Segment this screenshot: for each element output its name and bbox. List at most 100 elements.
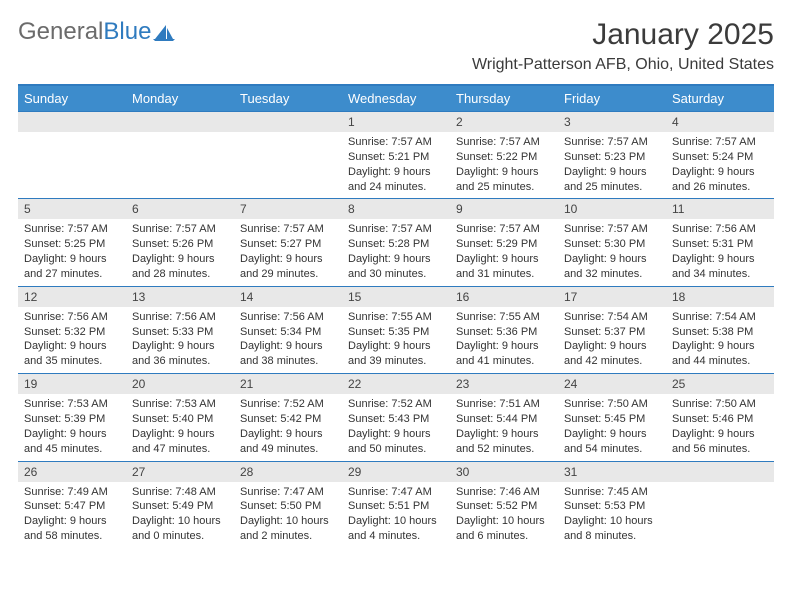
- day-header-cell: Sunday: [18, 86, 126, 111]
- sunrise-line: Sunrise: 7:57 AM: [564, 222, 660, 237]
- day-cell: 23Sunrise: 7:51 AMSunset: 5:44 PMDayligh…: [450, 374, 558, 460]
- day-cell: 14Sunrise: 7:56 AMSunset: 5:34 PMDayligh…: [234, 287, 342, 373]
- sunset-line: Sunset: 5:35 PM: [348, 325, 444, 340]
- daylight-line: Daylight: 9 hours and 41 minutes.: [456, 339, 552, 369]
- day-number: 28: [234, 462, 342, 482]
- daylight-line: Daylight: 9 hours and 39 minutes.: [348, 339, 444, 369]
- day-body: Sunrise: 7:53 AMSunset: 5:39 PMDaylight:…: [18, 394, 126, 460]
- daylight-line: Daylight: 10 hours and 4 minutes.: [348, 514, 444, 544]
- day-cell: [234, 112, 342, 198]
- day-body: Sunrise: 7:47 AMSunset: 5:51 PMDaylight:…: [342, 482, 450, 548]
- sunset-line: Sunset: 5:25 PM: [24, 237, 120, 252]
- daylight-line: Daylight: 9 hours and 28 minutes.: [132, 252, 228, 282]
- day-number: [126, 112, 234, 132]
- header: GeneralBlue January 2025 Wright-Patterso…: [18, 18, 774, 74]
- day-cell: 11Sunrise: 7:56 AMSunset: 5:31 PMDayligh…: [666, 199, 774, 285]
- sunset-line: Sunset: 5:30 PM: [564, 237, 660, 252]
- day-cell: 17Sunrise: 7:54 AMSunset: 5:37 PMDayligh…: [558, 287, 666, 373]
- sunset-line: Sunset: 5:29 PM: [456, 237, 552, 252]
- day-cell: [126, 112, 234, 198]
- daylight-line: Daylight: 9 hours and 36 minutes.: [132, 339, 228, 369]
- day-number: 19: [18, 374, 126, 394]
- logo-sail-icon: [153, 23, 175, 41]
- day-number: 16: [450, 287, 558, 307]
- day-cell: [18, 112, 126, 198]
- day-body: Sunrise: 7:55 AMSunset: 5:35 PMDaylight:…: [342, 307, 450, 373]
- day-body: Sunrise: 7:57 AMSunset: 5:28 PMDaylight:…: [342, 219, 450, 285]
- daylight-line: Daylight: 9 hours and 38 minutes.: [240, 339, 336, 369]
- day-cell: 9Sunrise: 7:57 AMSunset: 5:29 PMDaylight…: [450, 199, 558, 285]
- day-cell: 19Sunrise: 7:53 AMSunset: 5:39 PMDayligh…: [18, 374, 126, 460]
- sunrise-line: Sunrise: 7:53 AM: [132, 397, 228, 412]
- week-row: 5Sunrise: 7:57 AMSunset: 5:25 PMDaylight…: [18, 198, 774, 285]
- sunset-line: Sunset: 5:42 PM: [240, 412, 336, 427]
- month-title: January 2025: [472, 18, 774, 52]
- sunrise-line: Sunrise: 7:56 AM: [672, 222, 768, 237]
- sunset-line: Sunset: 5:51 PM: [348, 499, 444, 514]
- day-number: 23: [450, 374, 558, 394]
- sunrise-line: Sunrise: 7:56 AM: [132, 310, 228, 325]
- sunset-line: Sunset: 5:44 PM: [456, 412, 552, 427]
- daylight-line: Daylight: 9 hours and 34 minutes.: [672, 252, 768, 282]
- sunrise-line: Sunrise: 7:51 AM: [456, 397, 552, 412]
- daylight-line: Daylight: 9 hours and 29 minutes.: [240, 252, 336, 282]
- sunset-line: Sunset: 5:26 PM: [132, 237, 228, 252]
- daylight-line: Daylight: 9 hours and 30 minutes.: [348, 252, 444, 282]
- day-cell: 29Sunrise: 7:47 AMSunset: 5:51 PMDayligh…: [342, 462, 450, 548]
- day-number: 7: [234, 199, 342, 219]
- day-body: Sunrise: 7:57 AMSunset: 5:24 PMDaylight:…: [666, 132, 774, 198]
- day-body: Sunrise: 7:57 AMSunset: 5:23 PMDaylight:…: [558, 132, 666, 198]
- sunrise-line: Sunrise: 7:57 AM: [456, 222, 552, 237]
- day-number: 30: [450, 462, 558, 482]
- page: GeneralBlue January 2025 Wright-Patterso…: [0, 0, 792, 548]
- sunrise-line: Sunrise: 7:47 AM: [348, 485, 444, 500]
- day-number: 2: [450, 112, 558, 132]
- sunrise-line: Sunrise: 7:45 AM: [564, 485, 660, 500]
- day-header-cell: Monday: [126, 86, 234, 111]
- day-number: 15: [342, 287, 450, 307]
- calendar: SundayMondayTuesdayWednesdayThursdayFrid…: [18, 84, 774, 548]
- day-number: 26: [18, 462, 126, 482]
- sunrise-line: Sunrise: 7:57 AM: [672, 135, 768, 150]
- daylight-line: Daylight: 9 hours and 32 minutes.: [564, 252, 660, 282]
- sunrise-line: Sunrise: 7:56 AM: [24, 310, 120, 325]
- sunset-line: Sunset: 5:33 PM: [132, 325, 228, 340]
- day-body: Sunrise: 7:46 AMSunset: 5:52 PMDaylight:…: [450, 482, 558, 548]
- day-number: [666, 462, 774, 482]
- sunrise-line: Sunrise: 7:48 AM: [132, 485, 228, 500]
- day-number: 10: [558, 199, 666, 219]
- sunset-line: Sunset: 5:27 PM: [240, 237, 336, 252]
- daylight-line: Daylight: 10 hours and 6 minutes.: [456, 514, 552, 544]
- sunrise-line: Sunrise: 7:57 AM: [564, 135, 660, 150]
- daylight-line: Daylight: 9 hours and 35 minutes.: [24, 339, 120, 369]
- daylight-line: Daylight: 10 hours and 0 minutes.: [132, 514, 228, 544]
- day-body: Sunrise: 7:56 AMSunset: 5:32 PMDaylight:…: [18, 307, 126, 373]
- sunrise-line: Sunrise: 7:57 AM: [24, 222, 120, 237]
- daylight-line: Daylight: 9 hours and 56 minutes.: [672, 427, 768, 457]
- day-header-cell: Friday: [558, 86, 666, 111]
- day-cell: 6Sunrise: 7:57 AMSunset: 5:26 PMDaylight…: [126, 199, 234, 285]
- sunset-line: Sunset: 5:39 PM: [24, 412, 120, 427]
- day-body: Sunrise: 7:51 AMSunset: 5:44 PMDaylight:…: [450, 394, 558, 460]
- day-body: Sunrise: 7:57 AMSunset: 5:30 PMDaylight:…: [558, 219, 666, 285]
- sunrise-line: Sunrise: 7:57 AM: [348, 135, 444, 150]
- day-cell: 3Sunrise: 7:57 AMSunset: 5:23 PMDaylight…: [558, 112, 666, 198]
- day-body: Sunrise: 7:50 AMSunset: 5:46 PMDaylight:…: [666, 394, 774, 460]
- day-number: 6: [126, 199, 234, 219]
- sunset-line: Sunset: 5:43 PM: [348, 412, 444, 427]
- sunset-line: Sunset: 5:28 PM: [348, 237, 444, 252]
- location: Wright-Patterson AFB, Ohio, United State…: [472, 56, 774, 74]
- day-cell: [666, 462, 774, 548]
- day-body: [666, 482, 774, 542]
- day-cell: 12Sunrise: 7:56 AMSunset: 5:32 PMDayligh…: [18, 287, 126, 373]
- sunset-line: Sunset: 5:40 PM: [132, 412, 228, 427]
- sunrise-line: Sunrise: 7:46 AM: [456, 485, 552, 500]
- day-cell: 24Sunrise: 7:50 AMSunset: 5:45 PMDayligh…: [558, 374, 666, 460]
- daylight-line: Daylight: 9 hours and 50 minutes.: [348, 427, 444, 457]
- day-number: 11: [666, 199, 774, 219]
- day-cell: 2Sunrise: 7:57 AMSunset: 5:22 PMDaylight…: [450, 112, 558, 198]
- logo-text-left: General: [18, 18, 103, 45]
- day-body: Sunrise: 7:57 AMSunset: 5:25 PMDaylight:…: [18, 219, 126, 285]
- daylight-line: Daylight: 9 hours and 25 minutes.: [456, 165, 552, 195]
- sunrise-line: Sunrise: 7:56 AM: [240, 310, 336, 325]
